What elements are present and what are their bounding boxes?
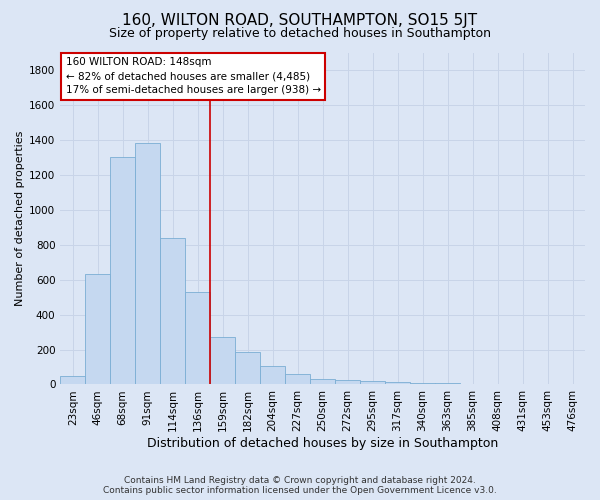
- Bar: [260, 366, 285, 384]
- Bar: [360, 381, 385, 384]
- Bar: [335, 380, 360, 384]
- Bar: [235, 352, 260, 384]
- Bar: [285, 374, 310, 384]
- Text: Contains HM Land Registry data © Crown copyright and database right 2024.
Contai: Contains HM Land Registry data © Crown c…: [103, 476, 497, 495]
- Bar: [110, 158, 135, 384]
- Bar: [385, 382, 410, 384]
- Bar: [160, 238, 185, 384]
- Text: Size of property relative to detached houses in Southampton: Size of property relative to detached ho…: [109, 28, 491, 40]
- Bar: [410, 382, 435, 384]
- Bar: [60, 376, 85, 384]
- Bar: [85, 274, 110, 384]
- X-axis label: Distribution of detached houses by size in Southampton: Distribution of detached houses by size …: [147, 437, 498, 450]
- Bar: [435, 383, 460, 384]
- Bar: [310, 379, 335, 384]
- Bar: [210, 338, 235, 384]
- Y-axis label: Number of detached properties: Number of detached properties: [15, 131, 25, 306]
- Bar: [135, 144, 160, 384]
- Text: 160, WILTON ROAD, SOUTHAMPTON, SO15 5JT: 160, WILTON ROAD, SOUTHAMPTON, SO15 5JT: [122, 12, 478, 28]
- Bar: [185, 292, 210, 384]
- Text: 160 WILTON ROAD: 148sqm
← 82% of detached houses are smaller (4,485)
17% of semi: 160 WILTON ROAD: 148sqm ← 82% of detache…: [65, 58, 320, 96]
